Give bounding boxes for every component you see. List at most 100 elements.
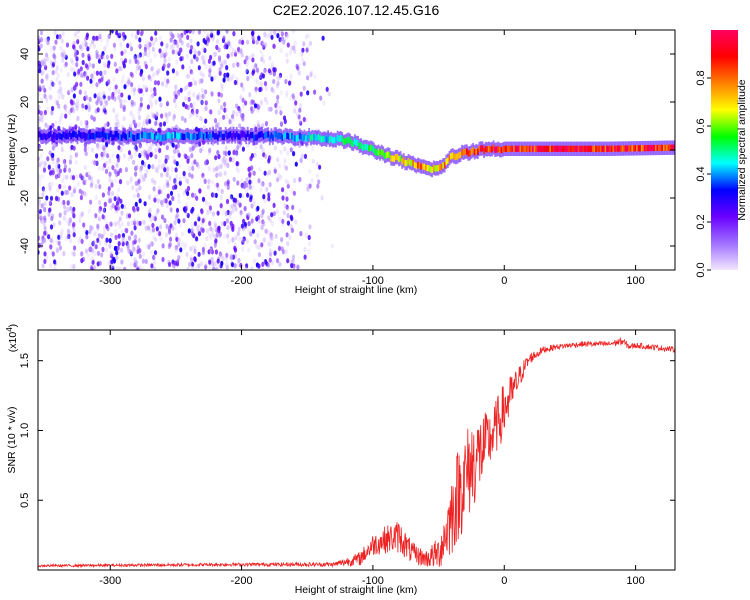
spectrogram-ridge-core <box>388 151 391 159</box>
spectrogram-noise-cell <box>299 120 303 126</box>
spectrogram-ridge-core <box>492 144 495 151</box>
spectrogram-noise-cell <box>87 208 91 214</box>
spectrogram-noise-cell <box>276 80 280 87</box>
spectrogram-noise-cell <box>205 235 209 242</box>
spectrogram-noise-cell <box>278 163 282 169</box>
spectrogram-noise-cell <box>65 174 69 180</box>
spectrogram-ridge-core <box>344 138 347 145</box>
spectrogram-ridge-core <box>508 145 511 152</box>
spectrogram-noise-cell <box>240 82 244 88</box>
spectrogram-noise-cell <box>66 200 70 206</box>
spectrogram-ridge-core <box>273 131 276 138</box>
spectrogram-noise-cell <box>107 79 111 85</box>
spectrogram-noise-cell <box>110 181 114 187</box>
spectrogram-noise-cell <box>133 234 138 240</box>
spectrogram-noise-cell <box>72 264 76 270</box>
spectrogram-noise-cell <box>132 220 137 226</box>
spectrogram-ridge-core <box>599 145 602 152</box>
spectrogram-noise-cell <box>142 176 147 182</box>
spectrogram-ridge-core <box>65 133 68 140</box>
spectrogram-noise-cell <box>152 254 156 260</box>
spectrogram-noise-cell <box>52 82 56 88</box>
spectrogram-noise-cell <box>222 35 226 41</box>
spectrogram-noise-cell <box>276 33 280 39</box>
spectrogram-noise-cell <box>261 73 265 79</box>
spectrogram-noise-cell <box>202 30 207 34</box>
spectrogram-noise-cell <box>80 190 84 196</box>
spectrogram-noise-cell <box>207 166 211 172</box>
spectrogram-noise-cell <box>135 187 139 193</box>
spectrogram-ridge-core <box>254 134 257 141</box>
spectrogram-noise-cell <box>186 190 190 196</box>
spectrogram-noise-cell <box>176 259 180 265</box>
spectrogram-noise-cell <box>171 154 176 160</box>
spectrogram-noise-cell <box>294 161 298 167</box>
spectrogram-noise-cell <box>245 55 249 61</box>
spectrogram-noise-cell <box>53 54 57 60</box>
figure-title: C2E2.2026.107.12.45.G16 <box>273 2 440 18</box>
spectrogram-noise-cell <box>233 201 237 208</box>
spectrogram-noise-cell <box>146 153 150 159</box>
spectrogram-noise-cell <box>197 251 201 257</box>
spectrogram-noise-cell <box>209 226 213 232</box>
spectrogram-ridge-core <box>297 135 300 142</box>
spectrogram-ridge-core <box>446 157 449 164</box>
spectrogram-noise-cell <box>251 228 255 234</box>
spectrogram-noise-cell <box>108 198 113 204</box>
spectrogram-noise-cell <box>113 228 118 234</box>
spectrogram-noise-cell <box>192 47 196 53</box>
spectrogram-ridge-core <box>361 144 364 151</box>
spectrogram-noise-cell <box>252 39 256 45</box>
spectrogram-noise-cell <box>149 151 153 158</box>
spectrogram-noise-cell <box>249 231 253 237</box>
spectrogram-noise-cell <box>268 257 272 263</box>
spectrogram-noise-cell <box>218 57 222 63</box>
spectrogram-noise-cell <box>186 212 190 219</box>
spectrogram-ridge-core <box>278 132 281 139</box>
spectrogram-noise-cell <box>259 187 263 193</box>
spectrogram-ridge-core <box>127 133 129 140</box>
spectrogram-noise-cell <box>42 68 46 74</box>
spectrogram-noise-cell <box>282 39 286 45</box>
spectrogram-noise-cell <box>132 207 136 213</box>
spectrogram-noise-cell <box>92 161 96 167</box>
spectrogram-noise-cell <box>251 30 255 36</box>
spectrogram-ridge-core <box>182 133 184 141</box>
spectrogram-noise-cell <box>174 94 178 100</box>
spectrogram-noise-cell <box>75 81 79 87</box>
spectrogram-noise-cell <box>197 50 201 56</box>
spectrogram-noise-cell <box>153 197 157 203</box>
spectrogram-noise-cell <box>185 30 189 34</box>
spectrogram-noise-cell <box>131 240 136 246</box>
spectrogram-ridge-core <box>38 131 41 138</box>
spectrogram-noise-cell <box>69 205 73 212</box>
spectrogram-noise-cell <box>53 259 57 265</box>
spectrogram-noise-cell <box>57 104 61 110</box>
spectrogram-noise-cell <box>81 41 85 47</box>
spectrogram-noise-cell <box>139 102 143 108</box>
spectrogram-ridge-core <box>451 152 454 159</box>
spectrogram-noise-cell <box>284 31 288 37</box>
spectrogram-noise-cell <box>53 98 58 104</box>
spectrogram-noise-cell <box>199 70 203 76</box>
spectrogram-ridge-core <box>434 165 437 172</box>
spectrogram-ridge-core <box>609 145 612 152</box>
spectrogram-noise-cell <box>41 186 46 192</box>
spectrogram-noise-cell <box>92 116 96 122</box>
spectrogram-noise-cell <box>249 194 253 200</box>
spectrogram-ridge-core <box>555 145 558 152</box>
spectrogram-noise-cell <box>263 96 268 103</box>
spectrogram-ridge-core <box>628 145 631 152</box>
spectrogram-ridge-core <box>125 134 128 141</box>
spectrogram-noise-cell <box>177 198 181 204</box>
spectrogram-noise-cell <box>170 166 174 172</box>
spectrogram-noise-cell <box>223 155 228 161</box>
spectrogram-noise-cell <box>321 35 325 41</box>
spectrogram-noise-cell <box>240 183 244 189</box>
spectrogram-noise-cell <box>45 75 49 81</box>
spectrogram-noise-cell <box>286 258 290 264</box>
spectrogram-ridge-core <box>664 144 667 151</box>
spectrogram-noise-cell <box>120 92 124 98</box>
spectrogram-noise-cell <box>202 106 206 112</box>
spectrogram-noise-cell <box>200 117 205 123</box>
